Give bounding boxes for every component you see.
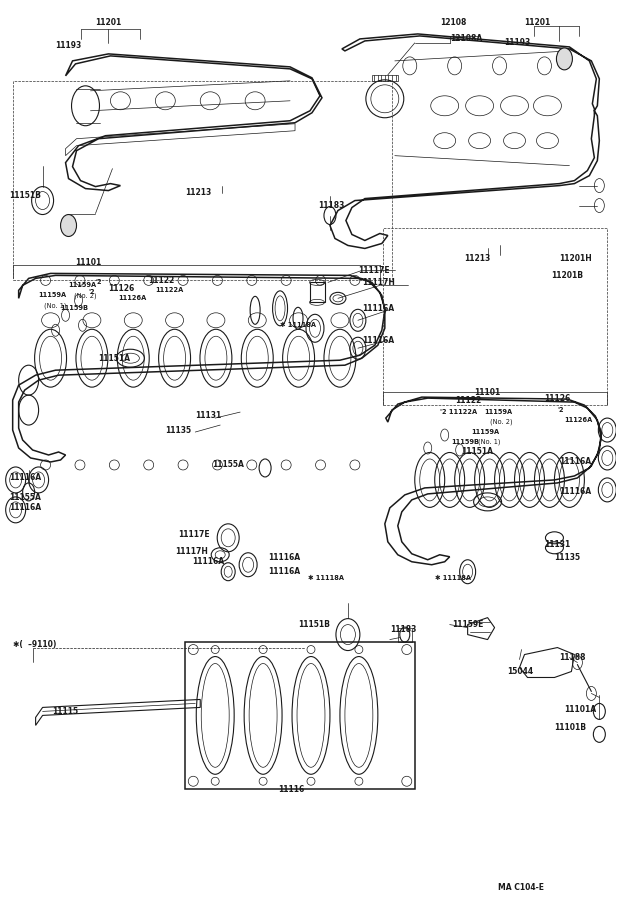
Text: '2: '2 <box>557 407 564 413</box>
Text: '2 11122A: '2 11122A <box>440 410 477 415</box>
Text: 11122A: 11122A <box>155 287 184 293</box>
Text: 11135: 11135 <box>165 426 191 435</box>
Text: '2: '2 <box>88 290 95 295</box>
Text: 11117H: 11117H <box>362 278 395 287</box>
Text: 11188: 11188 <box>560 653 586 662</box>
Bar <box>13 81 392 281</box>
Text: 11101: 11101 <box>75 258 102 267</box>
Text: 11183: 11183 <box>318 201 344 210</box>
Text: 11159A: 11159A <box>484 410 513 415</box>
Text: 11135: 11135 <box>555 554 581 562</box>
Text: 11116A: 11116A <box>560 457 592 466</box>
Text: 11101B: 11101B <box>555 723 586 732</box>
Text: 11126: 11126 <box>544 393 571 402</box>
Ellipse shape <box>60 214 77 237</box>
Text: 11151A: 11151A <box>99 354 130 363</box>
Text: 11193: 11193 <box>505 39 531 48</box>
Text: (No. 1): (No. 1) <box>44 302 66 309</box>
Bar <box>185 642 415 789</box>
Text: 11201H: 11201H <box>560 254 592 263</box>
Text: 11117H: 11117H <box>175 547 208 556</box>
Text: 11159A: 11159A <box>68 283 97 288</box>
Text: 11122: 11122 <box>148 276 175 285</box>
Text: 11201B: 11201B <box>552 271 584 280</box>
Text: 11159B: 11159B <box>60 305 89 311</box>
Text: (No. 2): (No. 2) <box>490 418 512 426</box>
Text: 11213: 11213 <box>465 254 491 263</box>
Text: 11213: 11213 <box>185 188 212 197</box>
Text: 11155A: 11155A <box>212 461 244 470</box>
Text: 11151B: 11151B <box>9 191 41 200</box>
Text: 11155A: 11155A <box>9 493 41 502</box>
Text: 11101A: 11101A <box>565 705 597 714</box>
Text: 11117E: 11117E <box>178 530 210 539</box>
Text: 11126A: 11126A <box>565 417 593 423</box>
Text: 11116A: 11116A <box>268 567 300 576</box>
Text: 11116A: 11116A <box>362 336 394 345</box>
Text: 12108A: 12108A <box>450 34 482 43</box>
Text: 11126A: 11126A <box>118 295 147 302</box>
Text: 11115: 11115 <box>52 706 79 716</box>
Text: ✱ 11118A: ✱ 11118A <box>435 575 471 580</box>
Text: 11116A: 11116A <box>268 554 300 562</box>
Text: 11116A: 11116A <box>362 304 394 313</box>
Text: 15044: 15044 <box>508 667 534 676</box>
Text: 11201: 11201 <box>96 19 122 28</box>
Text: 11116: 11116 <box>278 785 304 794</box>
Text: ✱ 11118A: ✱ 11118A <box>280 322 316 328</box>
Text: (No. 1): (No. 1) <box>478 439 500 446</box>
Text: ✱ 11118A: ✱ 11118A <box>308 575 344 580</box>
Text: 11193: 11193 <box>56 41 82 50</box>
Text: 11131: 11131 <box>544 540 571 549</box>
Ellipse shape <box>557 48 573 70</box>
Text: 11201: 11201 <box>524 19 551 28</box>
Text: 11131: 11131 <box>195 410 222 419</box>
Text: 11116A: 11116A <box>9 503 41 512</box>
Text: 11159B: 11159B <box>452 439 479 445</box>
Text: (No. 2): (No. 2) <box>73 292 96 299</box>
Text: 11101: 11101 <box>474 388 501 397</box>
Text: 11183: 11183 <box>390 626 416 634</box>
Text: 11117E: 11117E <box>358 266 389 274</box>
Text: 11159A: 11159A <box>471 429 500 435</box>
Text: 12108: 12108 <box>440 19 466 28</box>
Text: '2: '2 <box>96 279 102 285</box>
Text: 11122: 11122 <box>455 396 481 405</box>
Text: 11159E: 11159E <box>452 620 483 629</box>
Text: 11126: 11126 <box>109 284 135 292</box>
Text: 11116A: 11116A <box>193 557 225 566</box>
Text: 11151A: 11151A <box>462 447 494 456</box>
Text: 11151B: 11151B <box>298 620 330 629</box>
Text: 11116A: 11116A <box>560 488 592 497</box>
Text: 11159A: 11159A <box>39 292 67 298</box>
Text: ✱(  –9110): ✱( –9110) <box>13 640 56 649</box>
Text: MA C104-E: MA C104-E <box>497 883 544 892</box>
Bar <box>383 228 607 405</box>
Text: 11116A: 11116A <box>9 473 41 482</box>
